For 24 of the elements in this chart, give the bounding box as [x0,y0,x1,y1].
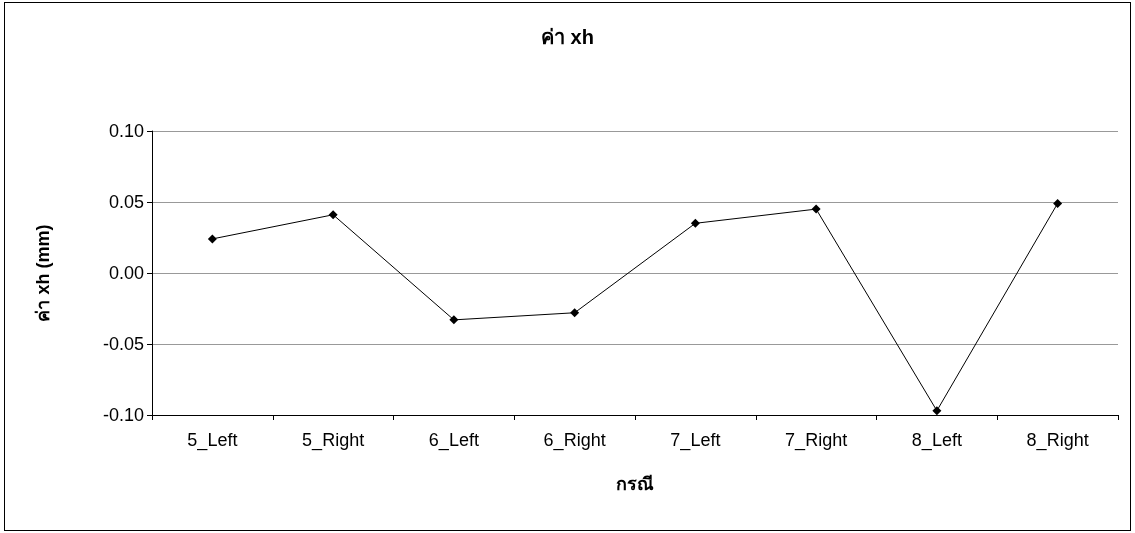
x-tick-label: 6_Right [543,430,606,451]
chart-title: ค่า xh [541,26,594,48]
point [690,218,700,228]
x-tick-label: 7_Left [670,430,721,451]
y-tick-label: 0.05 [108,192,144,212]
point [570,308,580,318]
point [449,315,459,325]
y-tick-label: -0.10 [102,405,144,425]
point [207,234,217,244]
x-tick-label: 5_Left [187,430,238,451]
x-tick-label: 7_Right [785,430,848,451]
point [328,210,338,220]
x-tick-label: 5_Right [302,430,365,451]
point [811,204,821,214]
y-tick-label: 0.10 [108,121,144,141]
x-axis-title: กรณี [616,474,654,494]
point [932,406,942,416]
x-tick-label: 8_Left [911,430,962,451]
y-tick-label: -0.05 [102,334,144,354]
point [1053,198,1063,208]
y-tick-label: 0.00 [108,263,144,283]
x-tick-label: 6_Left [428,430,479,451]
x-tick-label: 8_Right [1026,430,1089,451]
y-axis-title: ค่า xh (mm) [33,224,53,322]
